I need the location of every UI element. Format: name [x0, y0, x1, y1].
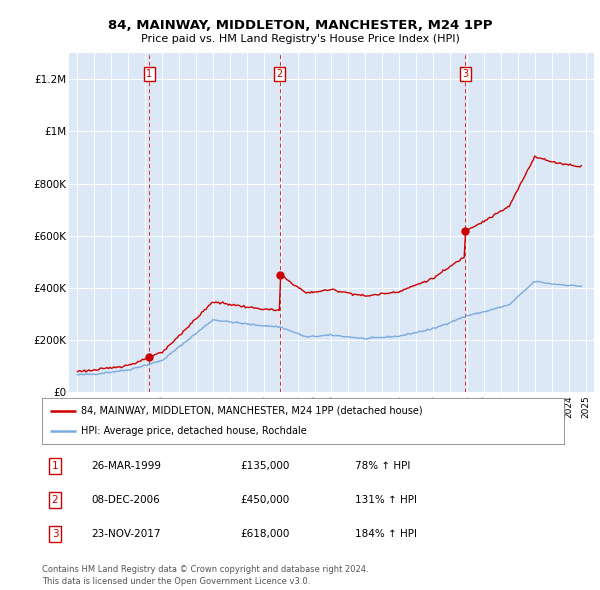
Text: Contains HM Land Registry data © Crown copyright and database right 2024.: Contains HM Land Registry data © Crown c…	[42, 565, 368, 574]
Text: 08-DEC-2006: 08-DEC-2006	[92, 495, 160, 505]
Text: This data is licensed under the Open Government Licence v3.0.: This data is licensed under the Open Gov…	[42, 577, 310, 586]
Text: 2: 2	[52, 495, 58, 505]
Text: 131% ↑ HPI: 131% ↑ HPI	[355, 495, 417, 505]
Text: 1: 1	[146, 69, 152, 79]
Text: 184% ↑ HPI: 184% ↑ HPI	[355, 529, 417, 539]
Text: 78% ↑ HPI: 78% ↑ HPI	[355, 461, 410, 471]
Text: £450,000: £450,000	[241, 495, 290, 505]
Text: 3: 3	[52, 529, 58, 539]
Text: 1: 1	[52, 461, 58, 471]
Text: £135,000: £135,000	[241, 461, 290, 471]
Text: 84, MAINWAY, MIDDLETON, MANCHESTER, M24 1PP (detached house): 84, MAINWAY, MIDDLETON, MANCHESTER, M24 …	[81, 405, 423, 415]
Text: Price paid vs. HM Land Registry's House Price Index (HPI): Price paid vs. HM Land Registry's House …	[140, 34, 460, 44]
Text: £618,000: £618,000	[241, 529, 290, 539]
Text: 26-MAR-1999: 26-MAR-1999	[92, 461, 161, 471]
Text: 23-NOV-2017: 23-NOV-2017	[92, 529, 161, 539]
Text: 3: 3	[462, 69, 468, 79]
Text: 84, MAINWAY, MIDDLETON, MANCHESTER, M24 1PP: 84, MAINWAY, MIDDLETON, MANCHESTER, M24 …	[108, 19, 492, 32]
Text: 2: 2	[277, 69, 283, 79]
Text: HPI: Average price, detached house, Rochdale: HPI: Average price, detached house, Roch…	[81, 427, 307, 437]
